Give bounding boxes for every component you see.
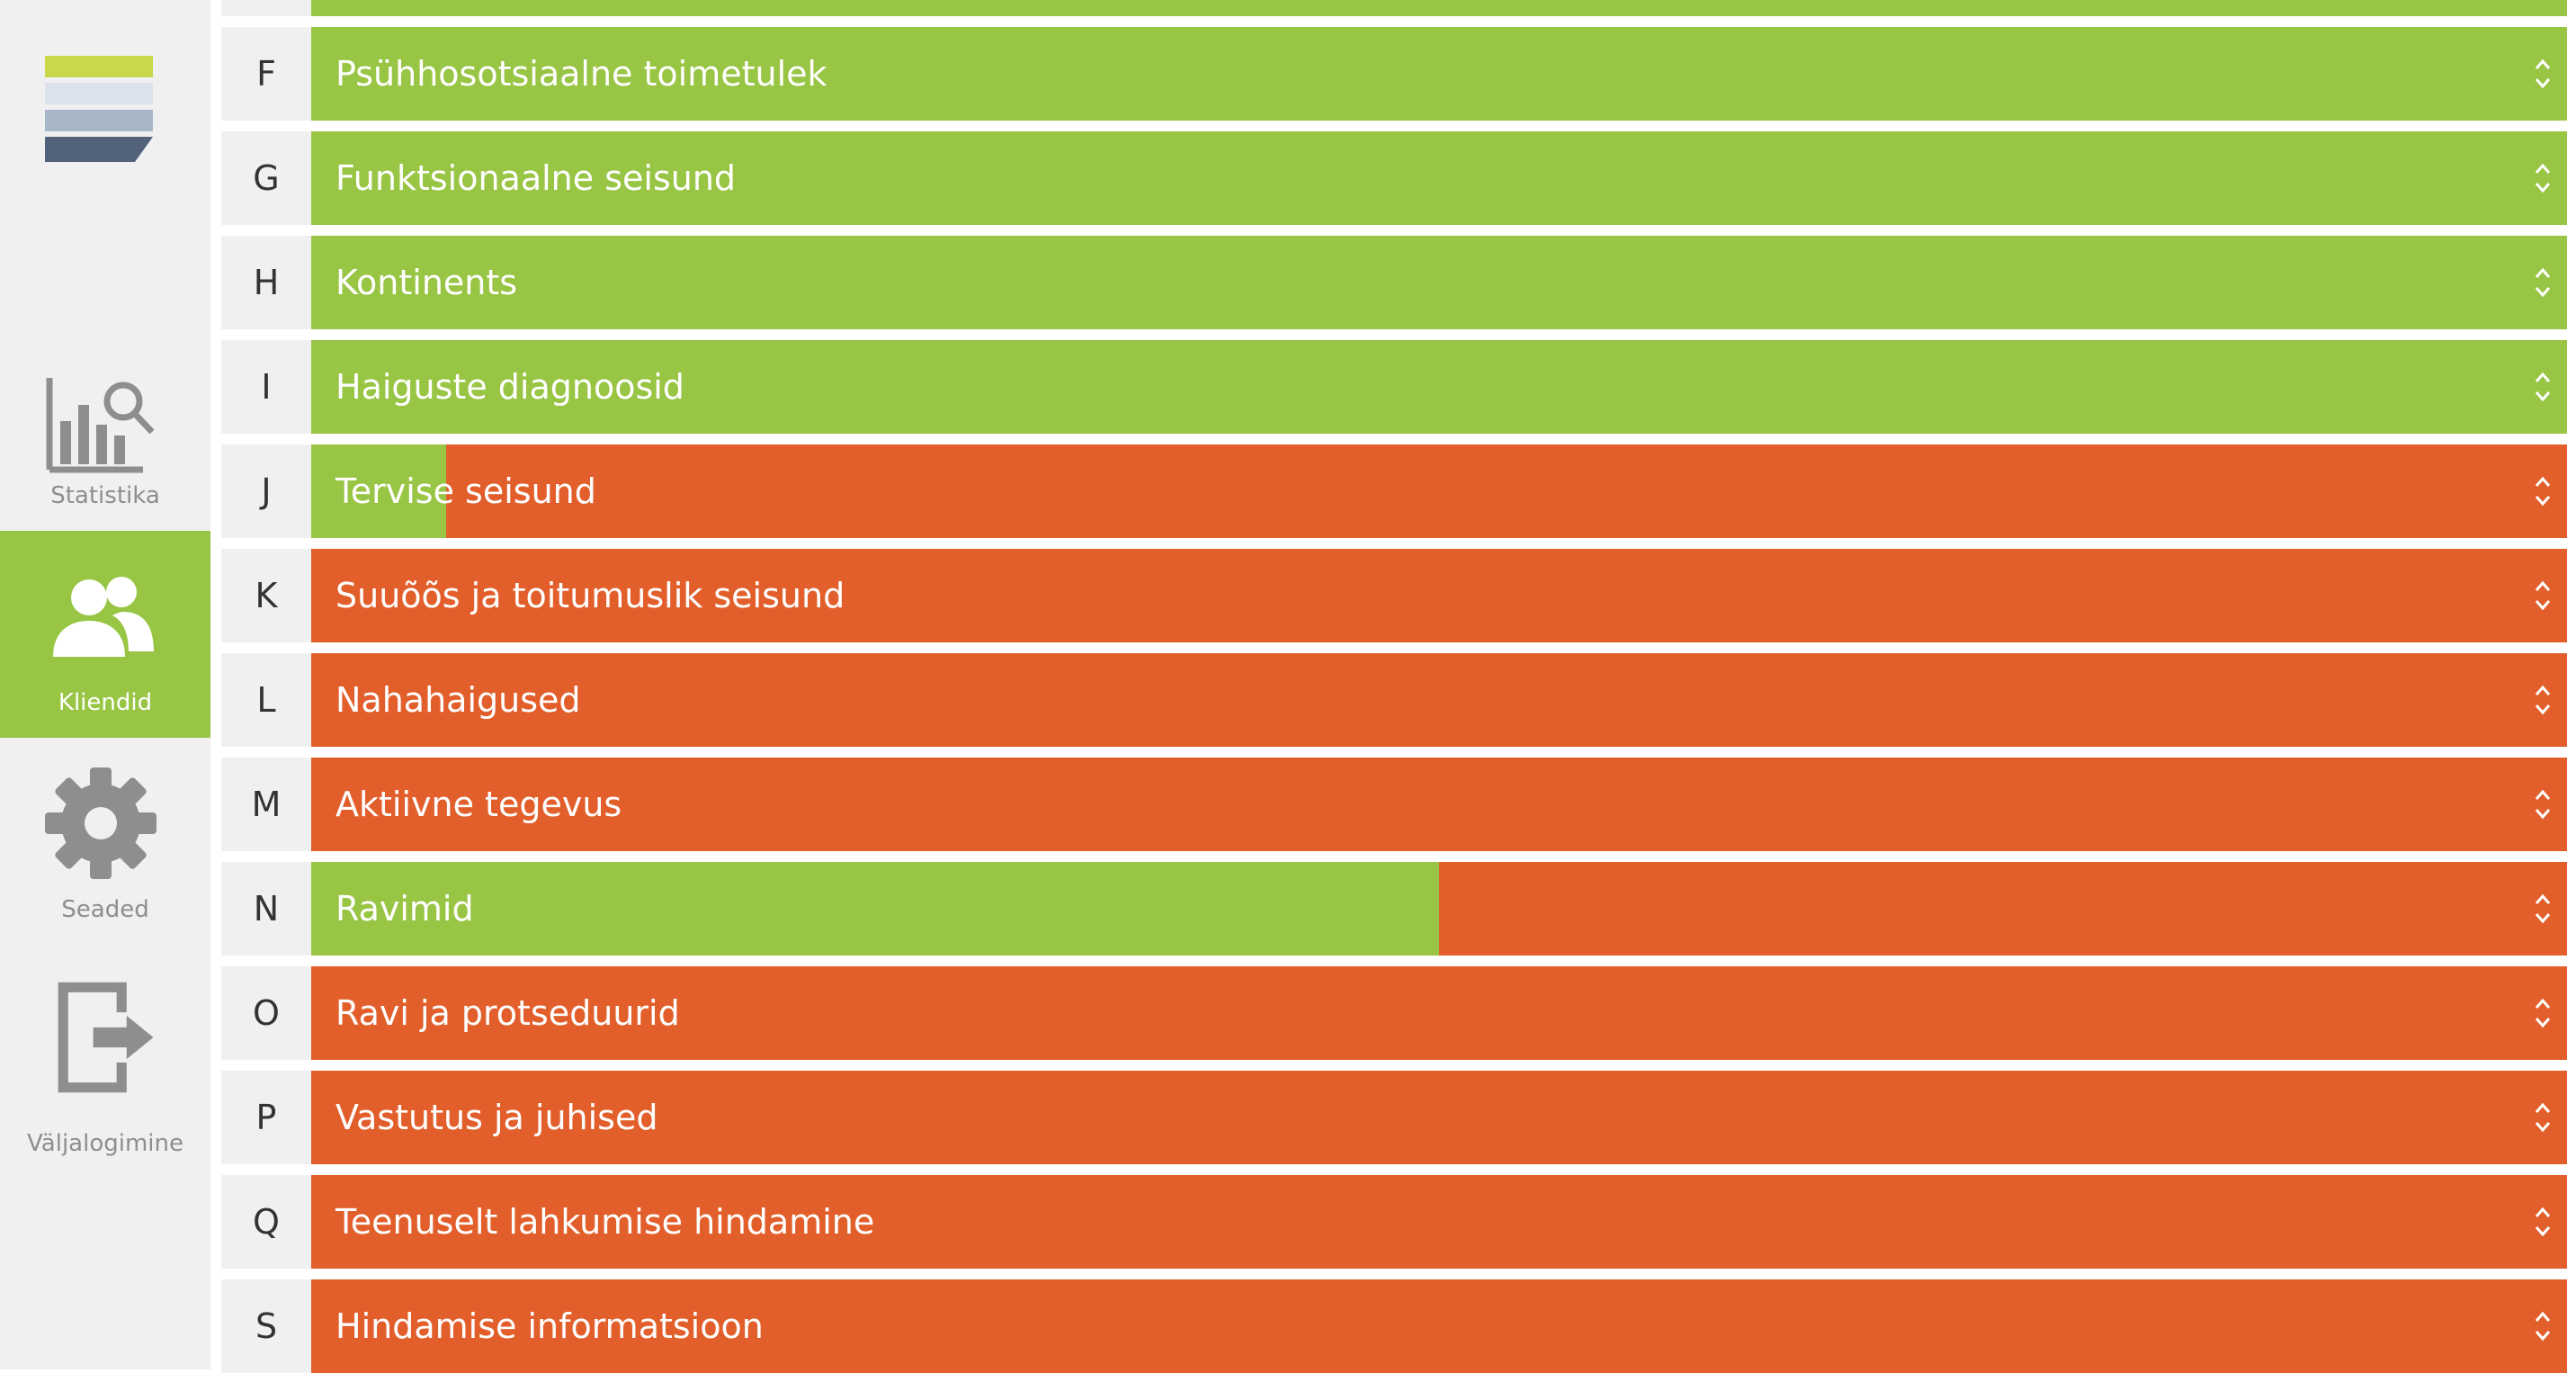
section-letter: F: [221, 27, 311, 121]
expand-chevron-icon[interactable]: [2533, 473, 2553, 509]
section-letter: I: [221, 340, 311, 434]
section-label: Vastutus ja juhised: [335, 1098, 658, 1137]
gear-icon: [45, 767, 157, 879]
expand-chevron-icon[interactable]: [2533, 786, 2553, 822]
section-bar[interactable]: Nahahaigused: [311, 653, 2567, 747]
sidebar-item-label: Kliendid: [58, 689, 153, 716]
chart-search-icon: [46, 378, 155, 473]
section-row: H Kontinents: [221, 236, 2567, 329]
section-bar[interactable]: Vastutus ja juhised: [311, 1071, 2567, 1164]
section-row: S Hindamise informatsioon: [221, 1279, 2567, 1373]
section-row: O Ravi ja protseduurid: [221, 966, 2567, 1060]
expand-chevron-icon[interactable]: [2533, 160, 2553, 196]
section-bar[interactable]: Tervise seisund: [311, 444, 2567, 538]
expand-chevron-icon[interactable]: [2533, 1204, 2553, 1240]
section-label: Aktiivne tegevus: [335, 785, 622, 824]
section-row: I Haiguste diagnoosid: [221, 340, 2567, 434]
expand-chevron-icon[interactable]: [2533, 369, 2553, 405]
section-progress-fill: [311, 862, 1439, 956]
expand-chevron-icon[interactable]: [2533, 265, 2553, 301]
sidebar-item-label: Statistika: [50, 482, 160, 509]
section-bar[interactable]: Ravi ja protseduurid: [311, 966, 2567, 1060]
section-row: Q Teenuselt lahkumise hindamine: [221, 1175, 2567, 1269]
layers-logo-icon[interactable]: [45, 54, 153, 164]
expand-chevron-icon[interactable]: [2533, 1308, 2553, 1344]
section-bar[interactable]: Funktsionaalne seisund: [311, 131, 2567, 225]
sidebar-item-statistika[interactable]: Statistika: [0, 333, 210, 540]
section-label: Suuõõs ja toitumuslik seisund: [335, 576, 845, 615]
section-row: M Aktiivne tegevus: [221, 758, 2567, 851]
section-label: Haiguste diagnoosid: [335, 367, 684, 407]
sidebar-item-label: Seaded: [61, 896, 149, 923]
expand-chevron-icon[interactable]: [2533, 578, 2553, 614]
section-letter: L: [221, 653, 311, 747]
section-label: Psühhosotsiaalne toimetulek: [335, 54, 827, 94]
expand-chevron-icon[interactable]: [2533, 56, 2553, 92]
expand-chevron-icon[interactable]: [2533, 682, 2553, 718]
section-row: N Ravimid: [221, 862, 2567, 956]
section-letter: P: [221, 1071, 311, 1164]
sidebar-item-valjalogimine[interactable]: Väljalogimine: [0, 972, 210, 1179]
assessment-sections-list: F Psühhosotsiaalne toimetulek G Funktsionaa…: [210, 0, 2576, 1373]
section-row: J Tervise seisund: [221, 444, 2567, 538]
section-bar[interactable]: Hindamise informatsioon: [311, 1279, 2567, 1373]
section-label: Ravimid: [335, 889, 474, 929]
section-bar[interactable]: Teenuselt lahkumise hindamine: [311, 1175, 2567, 1269]
section-letter: J: [221, 444, 311, 538]
section-bar[interactable]: Psühhosotsiaalne toimetulek: [311, 27, 2567, 121]
sidebar-item-seaded[interactable]: Seaded: [0, 747, 210, 954]
section-label: Ravi ja protseduurid: [335, 993, 680, 1033]
section-bar[interactable]: Ravimid: [311, 862, 2567, 956]
section-letter: H: [221, 236, 311, 329]
users-icon: [53, 577, 154, 657]
section-label: Tervise seisund: [335, 471, 596, 511]
section-letter: K: [221, 549, 311, 642]
section-progress-fill: [311, 444, 447, 538]
section-letter: O: [221, 966, 311, 1060]
logout-icon: [58, 982, 154, 1093]
section-bar[interactable]: Suuõõs ja toitumuslik seisund: [311, 549, 2567, 642]
section-letter: G: [221, 131, 311, 225]
section-bar[interactable]: Kontinents: [311, 236, 2567, 329]
section-label: Funktsionaalne seisund: [335, 158, 737, 198]
sidebar: Statistika Kliendid Seaded: [0, 0, 210, 1369]
expand-chevron-icon[interactable]: [2533, 891, 2553, 927]
section-label: Kontinents: [335, 263, 518, 302]
expand-chevron-icon[interactable]: [2533, 1099, 2553, 1135]
section-row: P Vastutus ja juhised: [221, 1071, 2567, 1164]
expand-chevron-icon[interactable]: [2533, 995, 2553, 1031]
section-letter: S: [221, 1279, 311, 1373]
section-row: L Nahahaigused: [221, 653, 2567, 747]
section-letter: N: [221, 862, 311, 956]
section-letter: M: [221, 758, 311, 851]
sidebar-item-label: Väljalogimine: [27, 1130, 183, 1157]
section-bar[interactable]: Haiguste diagnoosid: [311, 340, 2567, 434]
previous-row-bar[interactable]: [311, 0, 2567, 16]
section-bar[interactable]: Aktiivne tegevus: [311, 758, 2567, 851]
previous-row-letter-cell: [221, 0, 311, 16]
section-label: Nahahaigused: [335, 680, 581, 720]
section-label: Teenuselt lahkumise hindamine: [335, 1202, 875, 1242]
section-row: G Funktsionaalne seisund: [221, 131, 2567, 225]
section-label: Hindamise informatsioon: [335, 1306, 764, 1346]
sidebar-item-kliendid[interactable]: Kliendid: [0, 531, 210, 738]
section-row: F Psühhosotsiaalne toimetulek: [221, 27, 2567, 121]
section-row: K Suuõõs ja toitumuslik seisund: [221, 549, 2567, 642]
section-letter: Q: [221, 1175, 311, 1269]
